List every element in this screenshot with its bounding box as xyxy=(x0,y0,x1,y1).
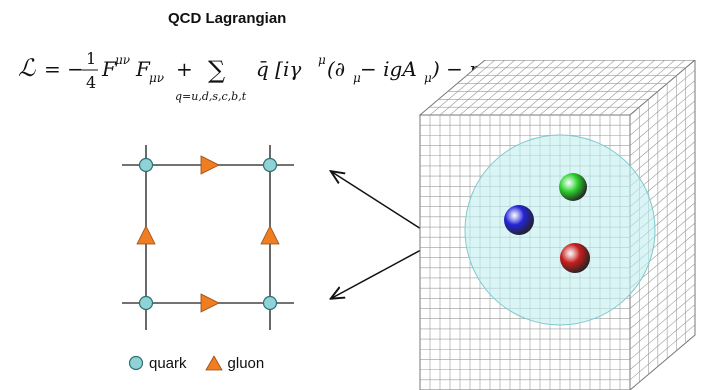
legend-quark: quark xyxy=(128,355,187,372)
legend-gluon-label: gluon xyxy=(227,354,265,372)
red-quark xyxy=(560,243,590,273)
superscript-mu-nu: μν xyxy=(115,53,130,67)
minus-igA: − igA xyxy=(360,57,417,81)
sum-index: q=u,d,s,c,b,t xyxy=(175,90,247,103)
blue-quark xyxy=(504,205,534,235)
green-quark xyxy=(559,173,587,201)
arrow-to-lattice-bottom xyxy=(332,243,433,298)
quark-site-bottom-left xyxy=(138,295,154,311)
subscript-mu-1: μ xyxy=(353,71,361,85)
diagram-title: QCD Lagrangian xyxy=(168,10,287,27)
subscript-mu-2: μ xyxy=(424,71,432,85)
gluon-link-top xyxy=(200,155,220,175)
gluon-link-left xyxy=(136,225,156,245)
arrow-to-lattice-top xyxy=(332,172,433,237)
field-strength-F2: F xyxy=(135,57,151,81)
fraction-numerator: 1 xyxy=(86,49,96,68)
partial-derivative: (∂ xyxy=(327,57,345,81)
plus-sign: + xyxy=(176,57,193,81)
lagrangian-symbol: ℒ xyxy=(18,54,36,82)
fraction-denominator: 4 xyxy=(86,73,96,92)
summation-sign: ∑ xyxy=(208,56,225,84)
lagrangian-body: q̄ [iγ xyxy=(256,57,301,81)
gluon-legend-icon xyxy=(204,355,223,371)
quark-site-bottom-right xyxy=(262,295,278,311)
lattice-cube xyxy=(418,60,696,390)
field-strength-F1: F xyxy=(101,57,117,81)
legend-gluon: gluon xyxy=(204,354,265,372)
superscript-mu: μ xyxy=(318,53,326,67)
hadron-sphere xyxy=(464,134,656,326)
legend: quark gluon xyxy=(128,350,282,376)
gluon-link-right xyxy=(260,225,280,245)
quark-site-top-right xyxy=(262,157,278,173)
qcd-lagrangian-formula: ℒ = − 1 4 F μν F μν + ∑ q=u,d,s,c,b,t q̄… xyxy=(18,49,511,103)
quark-legend-icon xyxy=(128,355,144,371)
gluon-link-bottom xyxy=(200,293,220,313)
equals-minus: = − xyxy=(44,57,84,81)
subscript-mu-nu: μν xyxy=(149,71,164,85)
lattice-plaquette xyxy=(122,145,294,330)
quark-site-top-left xyxy=(138,157,154,173)
legend-quark-label: quark xyxy=(149,354,187,372)
